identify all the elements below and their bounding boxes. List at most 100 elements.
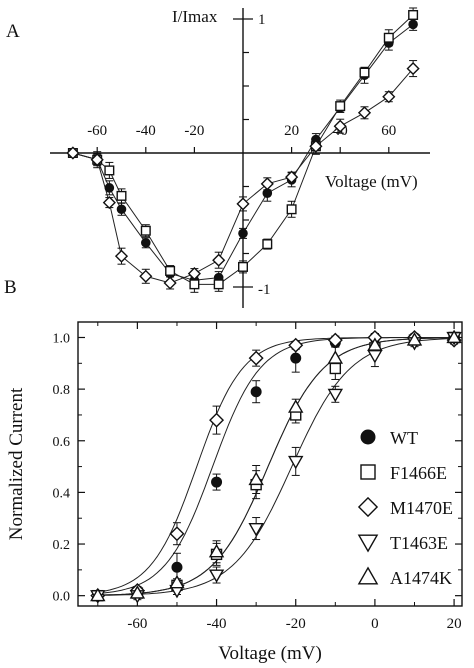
data-point: [327, 388, 344, 403]
legend-label: WT: [390, 428, 418, 448]
data-point: [116, 204, 127, 215]
fit-curve: [97, 337, 455, 593]
legend-label: T1463E: [390, 533, 448, 553]
data-point: [260, 177, 274, 191]
data-point: [309, 139, 323, 153]
x-tick-label: -40: [136, 123, 156, 139]
legend-label: M1470E: [390, 498, 453, 518]
x-tick-label: -60: [127, 616, 147, 632]
legend-marker: [357, 496, 379, 518]
series-line: [72, 23, 414, 281]
data-point: [236, 197, 250, 211]
y-tick-label: 0.4: [53, 486, 71, 501]
data-point: [335, 101, 346, 112]
data-point: [165, 265, 176, 276]
data-point: [248, 350, 264, 366]
data-point: [408, 19, 418, 30]
data-point: [329, 362, 342, 375]
legend-label: A1474K: [390, 568, 452, 588]
data-point: [446, 329, 462, 344]
data-point: [250, 386, 262, 398]
data-point: [286, 204, 297, 215]
series-line: [72, 14, 414, 285]
data-point: [129, 585, 146, 599]
x-tick-label: -20: [184, 123, 204, 139]
data-point: [333, 119, 347, 133]
data-point: [248, 522, 264, 537]
data-point: [104, 165, 115, 176]
data-point: [116, 190, 127, 201]
fit-curve: [97, 337, 455, 596]
x-tick-label: 20: [284, 123, 299, 139]
legend-marker: [357, 566, 379, 585]
data-point: [290, 352, 302, 364]
x-tick-label: -60: [87, 123, 107, 139]
x-tick-label: -40: [207, 616, 227, 632]
y-axis-label: I/Imax: [172, 7, 218, 26]
data-point: [102, 196, 116, 210]
data-point: [139, 269, 153, 283]
x-tick-label: 0: [371, 616, 379, 632]
legend-marker: [360, 429, 376, 445]
x-tick-label: -20: [286, 616, 306, 632]
data-point: [141, 237, 151, 248]
x-axis-label: Voltage (mV): [325, 172, 418, 191]
data-point: [140, 225, 151, 236]
legend-label: F1466E: [390, 463, 447, 483]
data-point: [288, 399, 304, 413]
data-point: [208, 543, 225, 558]
panel-label-b: B: [4, 277, 17, 298]
data-point: [262, 239, 273, 250]
data-point: [238, 228, 248, 239]
data-point: [248, 471, 264, 486]
data-point: [382, 90, 396, 104]
x-tick-label: 60: [381, 123, 396, 139]
data-point: [171, 561, 183, 573]
y-axis-label: Normalized Current: [6, 387, 27, 540]
y-tick-label: 0.0: [53, 590, 71, 605]
data-point: [237, 261, 248, 272]
data-point: [288, 455, 304, 470]
data-point: [357, 106, 372, 120]
data-point: [327, 332, 343, 348]
y-tick-label: 0.2: [53, 538, 71, 553]
data-point: [408, 9, 419, 20]
data-point: [367, 337, 383, 351]
data-point: [169, 574, 185, 589]
data-point: [285, 170, 299, 184]
y-tick-label: -1: [258, 282, 271, 298]
series-line: [72, 68, 414, 284]
panel-b: B -60 -40 -20 0 20 0.0 0.2 0.4 0.6 0.8 1.0 Voltage (…: [4, 277, 463, 664]
x-axis-label: Voltage (mV): [218, 643, 322, 664]
data-point: [327, 350, 344, 364]
data-point: [383, 32, 394, 43]
data-point: [104, 183, 115, 193]
data-point: [163, 276, 177, 290]
panel-label-a: A: [6, 21, 20, 42]
data-point: [208, 569, 225, 583]
y-tick-label: 0.8: [53, 383, 71, 398]
data-point: [187, 267, 201, 281]
data-point: [211, 476, 223, 488]
data-point: [367, 349, 383, 364]
data-point: [90, 153, 104, 167]
data-point: [406, 62, 420, 76]
y-tick-label: 1: [258, 12, 266, 28]
data-point: [66, 146, 80, 160]
data-point: [212, 253, 226, 267]
data-point: [406, 332, 423, 346]
legend-marker: [360, 464, 376, 480]
legend-marker: [357, 534, 379, 553]
data-point: [90, 587, 106, 602]
data-point: [169, 526, 185, 542]
fit-curve: [97, 338, 455, 596]
y-tick-label: 0.6: [53, 435, 71, 450]
data-point: [189, 279, 200, 290]
data-point: [359, 67, 370, 78]
plot-frame: [77, 321, 463, 607]
data-point: [288, 337, 304, 353]
data-point: [213, 279, 224, 290]
x-tick-label: 20: [447, 616, 462, 632]
